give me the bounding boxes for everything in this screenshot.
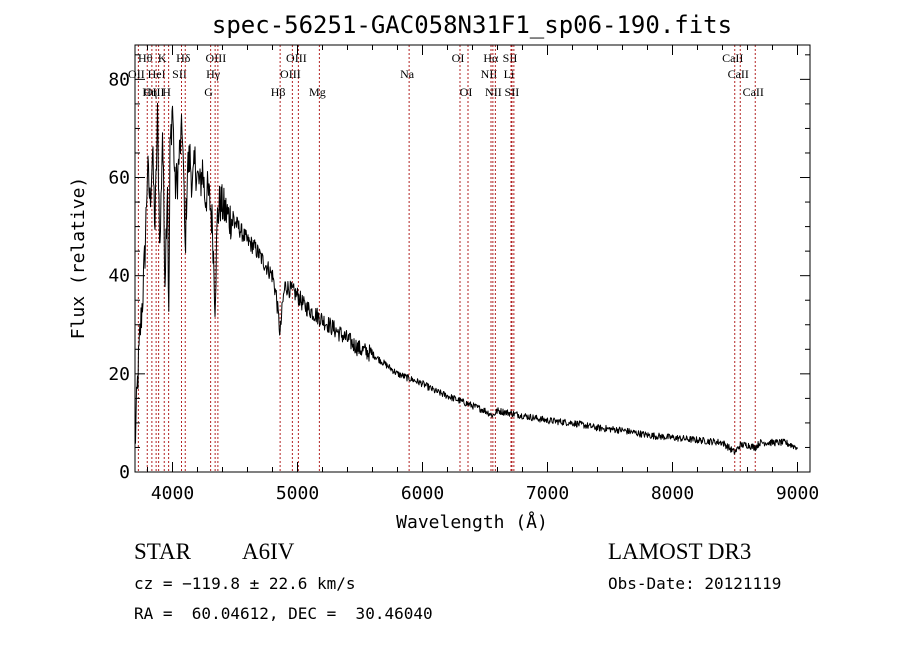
x-tick-label-5: 9000 — [776, 483, 819, 504]
x-tick-label-1: 5000 — [276, 483, 319, 504]
line-marker-label-18: OI — [460, 85, 473, 99]
line-marker-label-23: NII — [485, 85, 502, 99]
x-tick-label-0: 4000 — [151, 483, 194, 504]
line-marker-label-15: Mg — [309, 85, 326, 99]
line-marker-label-21: NII — [481, 67, 498, 81]
coordinates: RA = 60.04612, DEC = 30.46040 — [134, 604, 433, 623]
line-marker-label-17: OI — [452, 51, 465, 65]
line-marker-label-5: K — [158, 51, 167, 65]
line-markers: HθOIIHeIOIIIHηKSIIHHδOIIIHγGOIIIOIIIHβMg… — [128, 45, 764, 472]
chart-title: spec-56251-GAC058N31F1_sp06-190.fits — [212, 11, 732, 39]
y-tick-label-1: 20 — [108, 364, 130, 385]
line-marker-label-4: Hη — [142, 85, 157, 99]
y-tick-label-4: 80 — [108, 69, 130, 90]
line-marker-label-6: SII — [172, 67, 187, 81]
line-marker-label-27: CaII — [743, 85, 764, 99]
line-marker-label-1: OII — [128, 67, 145, 81]
redshift-velocity: cz = −119.8 ± 22.6 km/s — [134, 574, 356, 593]
x-tick-label-2: 6000 — [401, 483, 444, 504]
observation-date: Obs-Date: 20121119 — [608, 574, 782, 593]
line-marker-label-26: CaII — [728, 67, 749, 81]
line-marker-label-3: OIII — [144, 85, 165, 99]
survey-name: LAMOST DR3 — [608, 539, 752, 564]
line-marker-label-0: Hθ — [138, 51, 153, 65]
line-marker-label-24: SII — [505, 85, 520, 99]
x-axis-label: Wavelength (Å) — [396, 511, 548, 533]
line-marker-label-10: Hγ — [206, 67, 221, 81]
line-marker-label-9: OIII — [206, 51, 227, 65]
line-marker-label-20: SII — [503, 51, 518, 65]
line-marker-label-25: CaII — [722, 51, 743, 65]
x-tick-label-3: 7000 — [526, 483, 569, 504]
line-marker-label-7: H — [162, 85, 171, 99]
line-marker-label-22: Li — [504, 67, 515, 81]
line-marker-label-8: Hδ — [176, 51, 191, 65]
line-marker-label-14: Hβ — [271, 85, 286, 99]
y-tick-label-2: 40 — [108, 266, 130, 287]
y-tick-label-0: 0 — [119, 462, 130, 483]
line-marker-label-13: OIII — [280, 67, 301, 81]
line-marker-label-11: G — [204, 85, 213, 99]
spectrum-line-0 — [134, 102, 798, 455]
spectral-subclass: A6IV — [242, 539, 295, 564]
spectrum-series — [134, 102, 798, 455]
y-axis-label: Flux (relative) — [68, 177, 89, 340]
object-type: STAR — [134, 539, 191, 564]
axis-ticks: 4000 5000 6000 7000 8000 9000 0 20 40 60 80 — [108, 45, 819, 504]
line-marker-label-16: Na — [400, 67, 415, 81]
line-marker-label-12: OIII — [286, 51, 307, 65]
y-tick-label-3: 60 — [108, 168, 130, 189]
x-tick-label-4: 8000 — [651, 483, 694, 504]
